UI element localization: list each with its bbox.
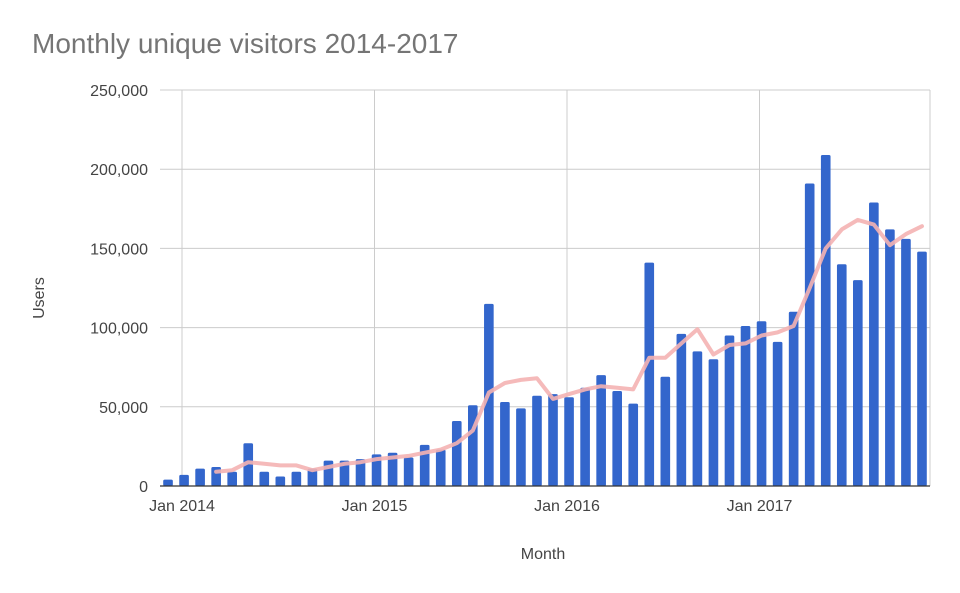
trend-series xyxy=(214,217,924,474)
bar xyxy=(227,471,237,486)
bar xyxy=(163,479,173,486)
x-tick-label: Jan 2016 xyxy=(534,498,600,515)
bar xyxy=(724,335,735,486)
bar xyxy=(885,229,895,486)
bar xyxy=(917,251,927,486)
bar xyxy=(820,154,831,486)
bar xyxy=(355,459,366,486)
bar xyxy=(756,321,767,486)
bar xyxy=(451,421,462,486)
bar xyxy=(516,408,526,486)
bar xyxy=(804,183,815,486)
bar xyxy=(500,402,510,486)
bar xyxy=(869,202,879,487)
bar xyxy=(387,452,398,486)
bar xyxy=(901,238,911,486)
y-tick-labels: 0 50,000 100,000 150,000 200,000 250,000 xyxy=(90,83,148,496)
bar xyxy=(339,460,350,486)
y-tick-label: 100,000 xyxy=(90,321,148,338)
bar xyxy=(596,375,606,486)
bar xyxy=(243,443,254,486)
bar xyxy=(628,403,639,486)
bar-series xyxy=(163,154,927,487)
x-tick-label: Jan 2017 xyxy=(727,498,793,515)
bar xyxy=(692,351,703,486)
bar xyxy=(307,468,318,486)
x-tick-label: Jan 2014 xyxy=(149,498,215,515)
bar xyxy=(403,457,414,486)
y-tick-label: 250,000 xyxy=(90,83,148,100)
bar xyxy=(853,280,863,486)
bar xyxy=(548,394,558,486)
bar xyxy=(788,311,799,486)
chart-title: Monthly unique visitors 2014-2017 xyxy=(32,28,458,59)
bar xyxy=(612,390,622,486)
bar xyxy=(532,395,542,486)
y-tick-label: 200,000 xyxy=(90,162,148,179)
bar xyxy=(468,405,478,486)
bar xyxy=(259,471,270,486)
bar xyxy=(195,468,205,486)
bar xyxy=(740,326,751,486)
bar xyxy=(708,359,719,486)
bar xyxy=(644,262,655,486)
bar xyxy=(772,341,783,486)
bar xyxy=(275,476,286,486)
bar xyxy=(660,376,671,486)
trend-line xyxy=(214,217,924,474)
bar xyxy=(564,397,574,486)
x-axis-label: Month xyxy=(521,546,565,563)
gridlines xyxy=(160,89,931,486)
bar xyxy=(371,454,382,486)
y-tick-label: 50,000 xyxy=(99,400,148,417)
bar xyxy=(676,333,687,486)
bar xyxy=(580,387,590,486)
y-tick-label: 0 xyxy=(139,479,148,496)
x-tick-label: Jan 2015 xyxy=(342,498,408,515)
x-tick-labels: Jan 2014 Jan 2015 Jan 2016 Jan 2017 xyxy=(149,498,792,515)
bar xyxy=(435,449,446,486)
bar xyxy=(179,474,189,486)
y-tick-label: 150,000 xyxy=(90,241,148,258)
bar xyxy=(836,264,847,486)
bar xyxy=(291,471,302,486)
y-axis-label: Users xyxy=(31,277,48,319)
